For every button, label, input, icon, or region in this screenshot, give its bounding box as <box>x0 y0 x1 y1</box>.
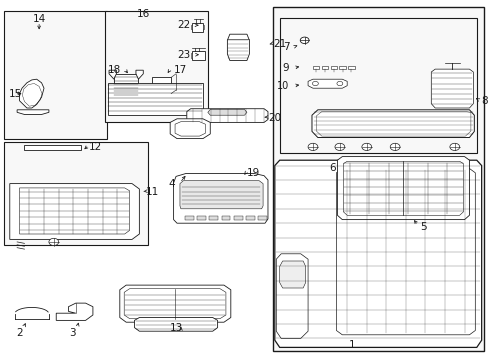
Bar <box>272 7 483 351</box>
Polygon shape <box>311 110 473 138</box>
Circle shape <box>312 81 318 86</box>
Polygon shape <box>17 110 49 114</box>
Text: 4: 4 <box>168 179 175 189</box>
Text: 1: 1 <box>348 340 355 350</box>
Polygon shape <box>170 119 210 139</box>
Polygon shape <box>190 53 192 58</box>
Bar <box>4 142 148 245</box>
Text: 19: 19 <box>246 168 260 178</box>
Text: 23: 23 <box>177 50 190 60</box>
Polygon shape <box>24 145 81 150</box>
Polygon shape <box>120 285 230 322</box>
Polygon shape <box>10 184 139 239</box>
Bar <box>347 66 354 69</box>
Text: 22: 22 <box>177 20 190 30</box>
Polygon shape <box>430 69 472 108</box>
Polygon shape <box>192 51 205 60</box>
Text: 18: 18 <box>108 65 121 75</box>
Text: 6: 6 <box>328 163 335 173</box>
Text: 17: 17 <box>173 65 186 75</box>
Bar <box>330 66 336 69</box>
Bar <box>233 216 242 220</box>
Polygon shape <box>56 303 93 320</box>
Bar <box>279 18 476 153</box>
Circle shape <box>336 81 342 86</box>
Polygon shape <box>109 70 116 79</box>
Circle shape <box>49 238 59 246</box>
Circle shape <box>334 143 344 150</box>
Polygon shape <box>207 109 246 115</box>
Bar <box>258 216 266 220</box>
Polygon shape <box>20 79 44 108</box>
Bar <box>184 216 193 220</box>
Circle shape <box>300 37 308 44</box>
Text: 5: 5 <box>420 222 427 232</box>
Bar <box>197 216 205 220</box>
Polygon shape <box>134 318 217 331</box>
Text: 13: 13 <box>169 323 183 333</box>
Polygon shape <box>173 174 267 223</box>
Text: 3: 3 <box>69 328 76 338</box>
Polygon shape <box>227 34 249 60</box>
Text: 15: 15 <box>9 89 22 99</box>
Polygon shape <box>180 181 263 209</box>
Bar <box>105 11 207 122</box>
Text: 9: 9 <box>282 63 289 73</box>
Bar <box>221 216 230 220</box>
Circle shape <box>361 143 371 150</box>
Bar <box>339 66 345 69</box>
Circle shape <box>389 143 399 150</box>
Bar <box>107 83 203 115</box>
Circle shape <box>307 143 317 150</box>
Bar <box>209 216 218 220</box>
Polygon shape <box>274 160 481 347</box>
Polygon shape <box>192 23 203 32</box>
Polygon shape <box>337 157 468 220</box>
Polygon shape <box>190 25 192 29</box>
Text: 12: 12 <box>89 141 102 152</box>
Polygon shape <box>307 79 346 88</box>
Text: 21: 21 <box>272 39 285 49</box>
Text: 14: 14 <box>32 14 46 24</box>
Text: 11: 11 <box>145 186 159 197</box>
Polygon shape <box>136 70 143 79</box>
Text: 2: 2 <box>16 328 23 338</box>
Text: 7: 7 <box>282 42 289 52</box>
Bar <box>4 11 106 139</box>
Circle shape <box>449 143 459 150</box>
Polygon shape <box>114 74 138 99</box>
Polygon shape <box>186 109 267 122</box>
Text: 10: 10 <box>277 81 289 91</box>
Bar <box>245 216 254 220</box>
Polygon shape <box>203 25 204 29</box>
Bar <box>321 66 327 69</box>
Bar <box>312 66 319 69</box>
Text: 20: 20 <box>267 113 281 123</box>
Text: 16: 16 <box>136 9 150 19</box>
Polygon shape <box>279 261 305 288</box>
Text: 8: 8 <box>481 96 488 106</box>
Polygon shape <box>151 77 171 94</box>
